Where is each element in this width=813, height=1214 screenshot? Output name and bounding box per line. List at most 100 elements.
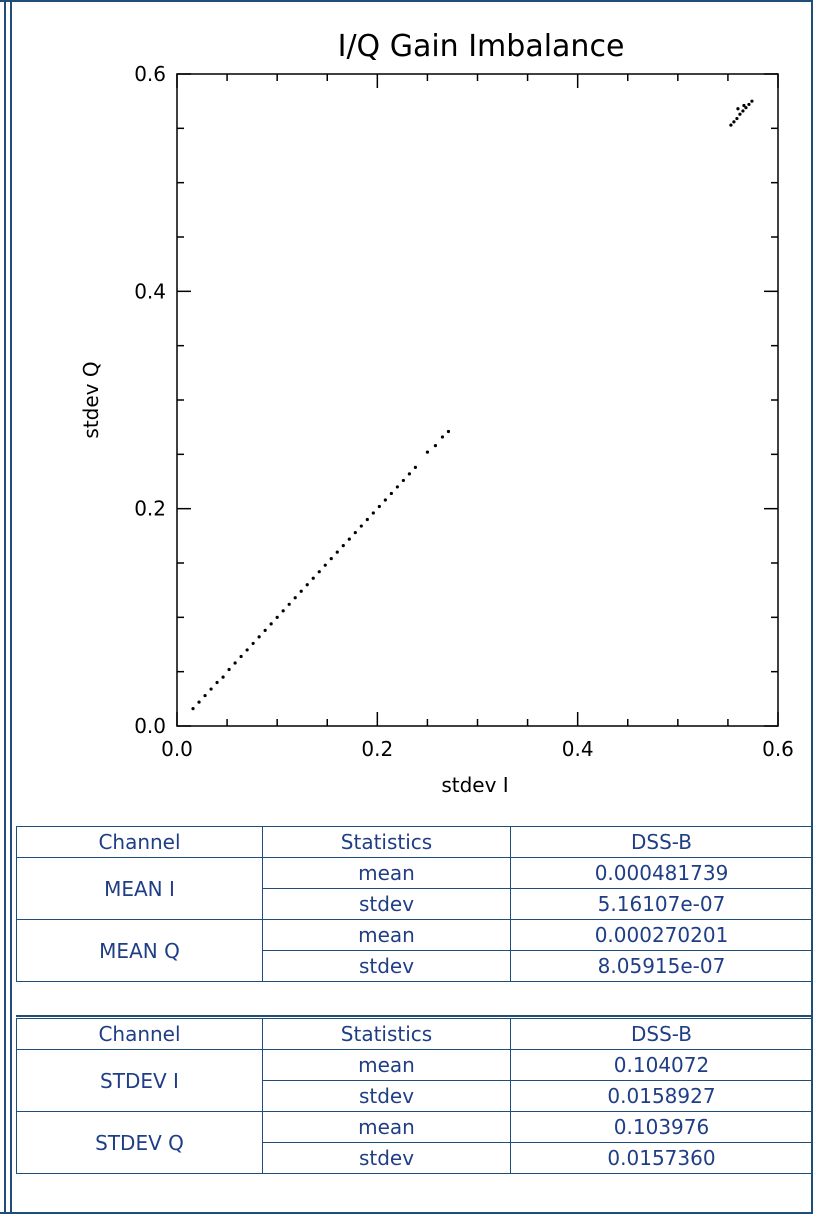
table-divider [16, 1015, 812, 1017]
data-point [744, 106, 748, 110]
value-cell: 0.0158927 [510, 1080, 813, 1112]
y-tick-label: 0.2 [134, 497, 166, 521]
table-row: STDEV I mean 0.104072 [16, 1049, 813, 1112]
data-point [732, 120, 736, 124]
x-tick-label: 0.0 [161, 737, 193, 761]
data-point [729, 123, 733, 127]
header-dss-b: DSS-B [510, 1018, 813, 1050]
data-point [377, 504, 381, 509]
table-row: stdev 0.0157360 [17, 1142, 813, 1174]
data-point [281, 609, 285, 613]
data-point [413, 465, 417, 469]
data-point [389, 491, 393, 496]
data-point [395, 485, 399, 489]
data-point [741, 109, 745, 113]
frame-bottom-border [0, 1212, 813, 1214]
plot-area-frame [176, 73, 779, 727]
data-point [209, 687, 213, 691]
channel-cell: MEAN I [16, 857, 263, 920]
value-cell: 0.103976 [510, 1111, 813, 1143]
x-tick-labels: 0.0 0.2 0.4 0.6 [161, 737, 794, 761]
value-cell: 0.0157360 [510, 1142, 813, 1174]
y-tick-labels: 0.0 0.2 0.4 0.6 [134, 62, 166, 738]
data-point [293, 596, 297, 600]
scatter-points [191, 99, 754, 711]
data-point [440, 435, 445, 439]
x-tick-label: 0.2 [361, 737, 393, 761]
table-row: stdev 5.16107e-07 [17, 888, 813, 920]
data-point [263, 628, 267, 632]
header-statistics: Statistics [262, 826, 511, 858]
data-point [245, 648, 249, 652]
y-tick-label: 0.6 [134, 62, 166, 86]
data-point [275, 615, 279, 619]
chart-container: I/Q Gain Imbalance 0.0 0.2 0.4 0.6 0.0 0.2 0.… [14, 10, 808, 810]
statistic-cell: mean [262, 857, 511, 889]
data-point [735, 116, 739, 121]
x-tick-label: 0.4 [562, 737, 594, 761]
axis-ticks [176, 73, 779, 727]
data-point [203, 693, 207, 698]
table-row: stdev 0.0158927 [17, 1080, 813, 1112]
y-tick-label: 0.0 [134, 714, 166, 738]
data-point [446, 429, 451, 434]
data-point [191, 707, 195, 711]
value-cell: 0.104072 [510, 1049, 813, 1081]
data-point [221, 675, 225, 679]
table-row: stdev 8.05915e-07 [17, 950, 813, 982]
channel-cell: MEAN Q [16, 919, 263, 982]
data-point [287, 602, 291, 606]
mean-statistics-table: Channel Statistics DSS-B MEAN I mean 0.0… [16, 826, 813, 982]
frame-left-border-outer [4, 0, 6, 1214]
table-header-row: Channel Statistics DSS-B [16, 826, 813, 858]
statistic-cell: stdev [262, 1142, 511, 1174]
data-point [736, 107, 740, 111]
data-point [305, 583, 309, 587]
data-point [425, 450, 430, 454]
statistic-cell: mean [262, 1111, 511, 1143]
data-point [750, 99, 754, 103]
data-point [738, 112, 742, 116]
frame-right-border [811, 0, 813, 1214]
header-channel: Channel [16, 826, 263, 858]
data-point [329, 557, 333, 561]
frame-top-border [0, 0, 813, 2]
data-point [251, 641, 255, 646]
statistic-cell: stdev [262, 888, 511, 920]
stdev-statistics-table: Channel Statistics DSS-B STDEV I mean 0.… [16, 1018, 813, 1174]
table-row: STDEV Q mean 0.103976 [16, 1111, 813, 1174]
data-point [383, 498, 387, 502]
value-cell: 0.000270201 [510, 919, 813, 951]
data-point [433, 444, 438, 448]
data-point [401, 478, 405, 483]
data-point [317, 570, 321, 574]
data-point [365, 517, 369, 522]
data-point [215, 680, 219, 685]
data-point [233, 661, 237, 665]
chart-title: I/Q Gain Imbalance [338, 29, 625, 64]
statistic-cell: mean [262, 1049, 511, 1081]
data-point [371, 511, 375, 515]
y-tick-label: 0.4 [134, 279, 166, 303]
data-point [323, 563, 327, 567]
y-axis-title: stdev Q [79, 361, 103, 438]
table-header-row: Channel Statistics DSS-B [16, 1018, 813, 1050]
header-dss-b: DSS-B [510, 826, 813, 858]
value-cell: 8.05915e-07 [510, 950, 813, 982]
x-axis-title: stdev I [441, 773, 508, 797]
data-point [407, 472, 411, 476]
statistic-cell: stdev [262, 1080, 511, 1112]
table-row: MEAN I mean 0.000481739 [16, 857, 813, 920]
statistic-cell: mean [262, 919, 511, 951]
header-channel: Channel [16, 1018, 263, 1050]
data-point [335, 550, 339, 554]
data-point [359, 524, 363, 528]
data-point [227, 667, 231, 672]
statistic-cell: stdev [262, 950, 511, 982]
header-statistics: Statistics [262, 1018, 511, 1050]
data-point [353, 530, 357, 535]
table-row: MEAN Q mean 0.000270201 [16, 919, 813, 982]
frame-left-border-inner [10, 0, 12, 1214]
data-point [257, 635, 261, 639]
